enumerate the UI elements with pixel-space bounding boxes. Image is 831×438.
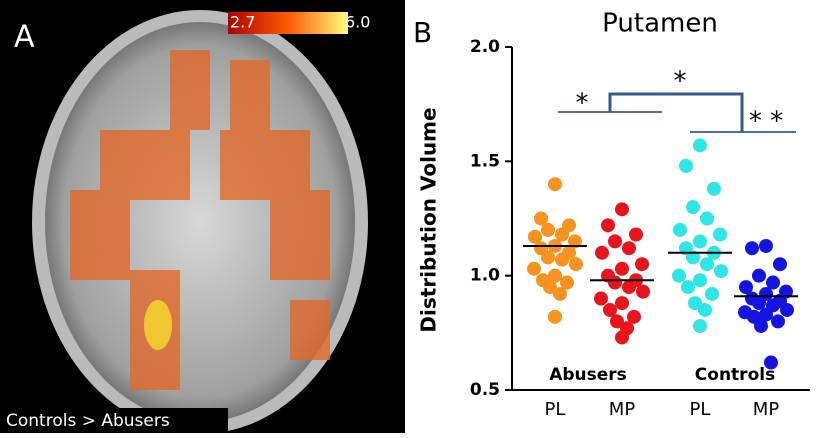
data-point [527,262,541,276]
data-point [622,280,636,294]
x-tick-label: PL [690,399,711,420]
data-point [693,273,707,287]
data-point [773,257,787,271]
significance: * [576,89,589,119]
data-point [693,234,707,248]
data-point [679,159,693,173]
data-point [615,330,629,344]
data-point [672,269,686,283]
data-point [686,200,700,214]
data-point [553,287,567,301]
x-tick-label: MP [753,399,780,420]
data-point [780,303,794,317]
colorbar-label: 2.7 [230,13,255,32]
data-point [700,257,714,271]
data-point [555,253,569,267]
data-point [673,223,687,237]
data-point [698,303,712,317]
x-tick-label: MP [609,399,636,420]
data-point [771,314,785,328]
data-point [759,239,773,253]
y-tick-label: 1.0 [470,266,500,286]
data-point [754,319,768,333]
data-point [745,241,759,255]
x-tick-label: PL [545,399,566,420]
figure: A 2.7 6.0 Controls > Abusers B Putamen D… [0,0,831,433]
data-point [714,264,728,278]
data-point [595,246,609,260]
data-point [713,228,727,242]
data-point [681,280,695,294]
y-tick-label: 2.0 [470,37,500,57]
brain-image [0,0,405,433]
data-point [615,202,629,216]
chart-title: Putamen [602,9,718,39]
data-point [622,241,636,255]
data-point [752,269,766,283]
y-tick-label: 0.5 [470,380,500,400]
data-point [569,257,583,271]
data-point [636,285,650,299]
group-label: Abusers [549,365,627,385]
y-axis-label: Distribution Volume [417,107,441,332]
data-point [615,262,629,276]
data-point [594,292,608,306]
data-point [693,138,707,152]
data-point [541,223,555,237]
data-point [608,276,622,290]
panel-label: A [14,20,35,55]
data-point [541,250,555,264]
data-point [707,182,721,196]
data-point [700,212,714,226]
significance: * * [749,107,783,137]
colorbar-label: 6.0 [345,13,370,32]
data-point [705,287,719,301]
data-point [635,257,649,271]
significance: * [674,67,687,97]
caption: Controls > Abusers [6,411,170,431]
y-tick-label: 1.5 [470,151,500,171]
data-point [615,296,629,310]
panel-label: B [413,16,432,49]
group-label: Controls [695,365,775,385]
data-point [629,228,643,242]
data-point [608,234,622,248]
data-point [548,310,562,324]
data-point [693,319,707,333]
data-point [601,218,615,232]
data-point [548,177,562,191]
